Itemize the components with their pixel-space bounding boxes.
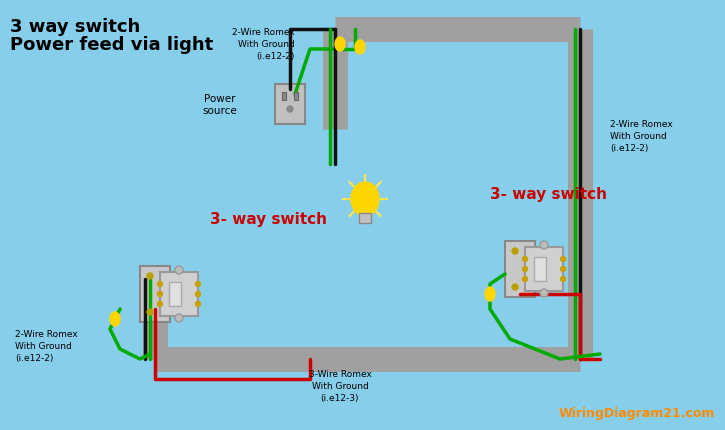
- Bar: [169, 283, 181, 306]
- Circle shape: [175, 314, 183, 322]
- Bar: [140, 266, 170, 322]
- Text: 3-Wire Romex
With Ground
(i.e12-3): 3-Wire Romex With Ground (i.e12-3): [309, 369, 371, 402]
- Circle shape: [157, 302, 162, 307]
- Circle shape: [196, 292, 201, 297]
- Text: 3- way switch: 3- way switch: [210, 212, 327, 227]
- Bar: [282, 93, 286, 101]
- Circle shape: [157, 282, 162, 287]
- Circle shape: [175, 266, 183, 274]
- Circle shape: [523, 267, 528, 272]
- Text: Power feed via light: Power feed via light: [10, 36, 213, 54]
- Circle shape: [540, 241, 548, 249]
- Ellipse shape: [335, 38, 345, 52]
- Circle shape: [512, 249, 518, 255]
- Circle shape: [147, 273, 153, 280]
- Circle shape: [196, 282, 201, 287]
- Text: Power
source: Power source: [202, 94, 237, 116]
- Text: 2-Wire Romex
With Ground
(i.e12-2): 2-Wire Romex With Ground (i.e12-2): [232, 28, 295, 61]
- Bar: [525, 247, 563, 291]
- Circle shape: [147, 309, 153, 315]
- Circle shape: [157, 292, 162, 297]
- Text: 2-Wire Romex
With Ground
(i.e12-2): 2-Wire Romex With Ground (i.e12-2): [610, 120, 673, 152]
- Text: WiringDiagram21.com: WiringDiagram21.com: [559, 406, 715, 419]
- Text: 3- way switch: 3- way switch: [490, 187, 607, 202]
- Circle shape: [523, 257, 528, 262]
- Circle shape: [560, 267, 566, 272]
- Circle shape: [523, 277, 528, 282]
- Bar: [294, 93, 298, 101]
- Ellipse shape: [110, 312, 120, 326]
- Text: 2-Wire Romex
With Ground
(i.e12-2): 2-Wire Romex With Ground (i.e12-2): [15, 329, 78, 362]
- Circle shape: [512, 284, 518, 290]
- Ellipse shape: [485, 287, 495, 301]
- Ellipse shape: [355, 41, 365, 55]
- Circle shape: [196, 302, 201, 307]
- Bar: [160, 272, 198, 316]
- Circle shape: [560, 277, 566, 282]
- Circle shape: [540, 289, 548, 297]
- Bar: [359, 214, 371, 224]
- Bar: [505, 241, 535, 297]
- Text: 3 way switch: 3 way switch: [10, 18, 140, 36]
- Ellipse shape: [351, 183, 379, 216]
- Circle shape: [287, 107, 293, 113]
- Bar: [534, 258, 546, 281]
- Bar: [275, 85, 305, 125]
- Circle shape: [560, 257, 566, 262]
